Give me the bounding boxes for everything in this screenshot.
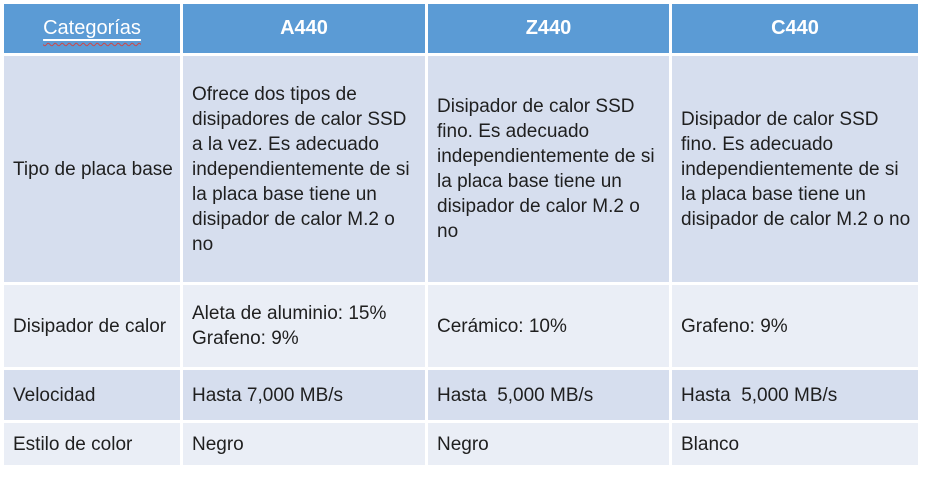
cell-tipo-placa-z440: Disipador de calor SSD fino. Es adecuado… [428, 56, 669, 282]
row-label-tipo-placa-base: Tipo de placa base [4, 56, 180, 282]
cell-disipador-z440: Cerámico: 10% [428, 285, 669, 367]
column-header-c440: C440 [672, 4, 918, 53]
cell-disipador-c440: Grafeno: 9% [672, 285, 918, 367]
cell-disipador-a440: Aleta de aluminio: 15% Grafeno: 9% [183, 285, 425, 367]
column-header-categorias: Categorías [4, 4, 180, 53]
cell-estilo-c440: Blanco [672, 423, 918, 465]
comparison-table: Categorías A440 Z440 C440 Tipo de placa … [1, 1, 921, 468]
spellcheck-squiggle: Categorías [43, 17, 141, 39]
header-row: Categorías A440 Z440 C440 [4, 4, 918, 53]
cell-estilo-z440: Negro [428, 423, 669, 465]
cell-velocidad-a440: Hasta 7,000 MB/s [183, 370, 425, 420]
row-label-disipador-calor: Disipador de calor [4, 285, 180, 367]
table-row-estilo-color: Estilo de color Negro Negro Blanco [4, 423, 918, 465]
row-label-velocidad: Velocidad [4, 370, 180, 420]
table-row-tipo-placa-base: Tipo de placa base Ofrece dos tipos de d… [4, 56, 918, 282]
cell-velocidad-z440: Hasta 5,000 MB/s [428, 370, 669, 420]
column-header-z440: Z440 [428, 4, 669, 53]
cell-tipo-placa-c440: Disipador de calor SSD fino. Es adecuado… [672, 56, 918, 282]
column-header-a440: A440 [183, 4, 425, 53]
cell-velocidad-c440: Hasta 5,000 MB/s [672, 370, 918, 420]
cell-estilo-a440: Negro [183, 423, 425, 465]
table-row-velocidad: Velocidad Hasta 7,000 MB/s Hasta 5,000 M… [4, 370, 918, 420]
cell-tipo-placa-a440: Ofrece dos tipos de disipadores de calor… [183, 56, 425, 282]
table-row-disipador-calor: Disipador de calor Aleta de aluminio: 15… [4, 285, 918, 367]
categorias-underlined-text: Categorías [43, 17, 141, 39]
row-label-estilo-color: Estilo de color [4, 423, 180, 465]
